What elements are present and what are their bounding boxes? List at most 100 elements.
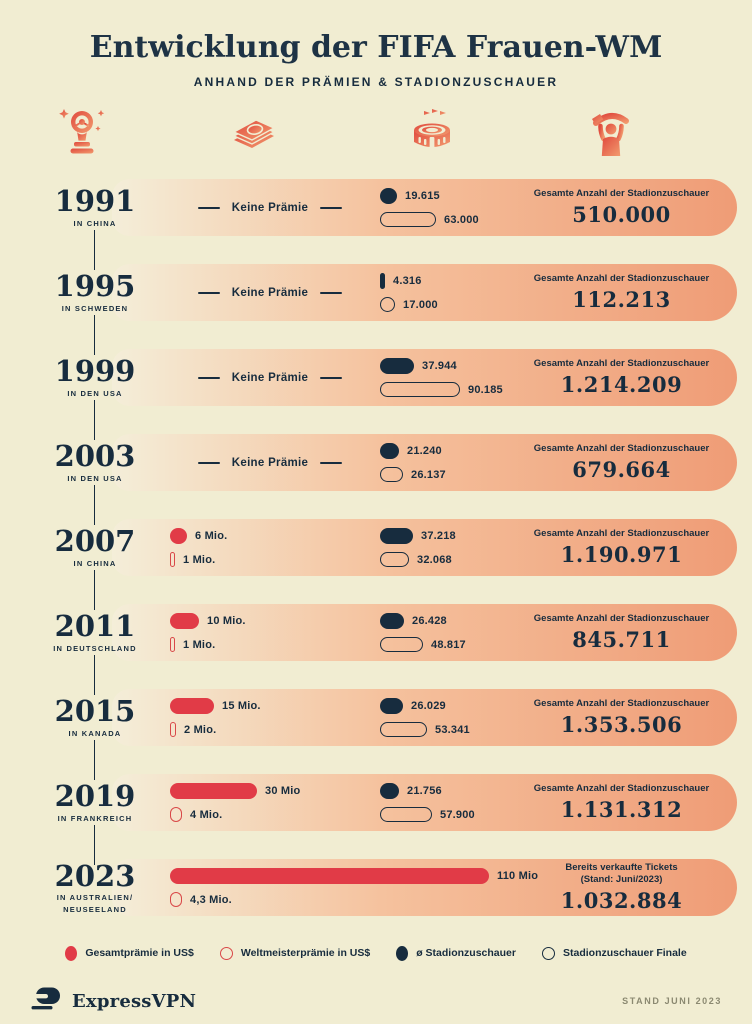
timeline-row-1991: 1991 IN CHINA Keine Prämie 19.615 63.000 Gesa… — [0, 179, 752, 270]
year-location: IN CHINA — [73, 558, 117, 568]
total-zone: Gesamte Anzahl der Stadionzuschauer 1.190… — [520, 519, 737, 576]
final-attendance-bar — [380, 552, 409, 567]
total-caption: Gesamte Anzahl der Stadionzuschauer — [533, 528, 710, 539]
dash-right — [320, 291, 343, 294]
legend-marker-red-filled — [65, 945, 78, 961]
no-prize: Keine Prämie — [170, 368, 370, 387]
timeline-row-2011: 2011 IN DEUTSCHLAND 10 Mio. 1 Mio. 26.428 48.… — [0, 604, 752, 695]
prize-total-bar — [170, 527, 187, 544]
year-location: NEUSEELAND — [63, 904, 127, 914]
avg-attendance-line: 4.316 — [380, 271, 520, 290]
year-location: IN DEN USA — [67, 473, 123, 483]
final-attendance-line: 57.900 — [380, 805, 520, 824]
prize-champion-line: 1 Mio. — [170, 635, 370, 654]
prize-champion-bar — [170, 722, 176, 737]
avg-attendance-value: 37.944 — [422, 359, 457, 372]
total-caption: Gesamte Anzahl der Stadionzuschauer — [533, 698, 710, 709]
prize-zone: Keine Prämie — [170, 264, 370, 321]
final-attendance-value: 53.341 — [435, 723, 470, 736]
legend-item-red-outline: Weltmeisterprämie in US$ — [219, 946, 370, 960]
prize-champion-line: 2 Mio. — [170, 720, 370, 739]
timeline-row-2003: 2003 IN DEN USA Keine Prämie 21.240 26.137 Ge… — [0, 434, 752, 525]
brand: ExpressVPN — [30, 986, 196, 1016]
no-prize: Keine Prämie — [170, 453, 370, 472]
total-caption: Gesamte Anzahl der Stadionzuschauer — [533, 783, 710, 794]
year-label: 2011 — [54, 609, 136, 644]
total-value: 1.214.209 — [560, 372, 683, 397]
avg-attendance-bar — [380, 612, 404, 629]
timeline-connector — [94, 570, 95, 610]
timeline-row-2007: 2007 IN CHINA 6 Mio. 1 Mio. 37.218 32.068 Gesa… — [0, 519, 752, 610]
total-value: 510.000 — [572, 202, 671, 227]
prize-total-value: 6 Mio. — [195, 529, 228, 542]
prize-total-line: 30 Mio — [170, 781, 370, 800]
legend-marker-red-outline — [219, 946, 233, 960]
category-icons-row — [0, 103, 752, 169]
timeline-connector — [94, 400, 95, 440]
final-attendance-bar — [380, 637, 423, 652]
avg-attendance-bar — [380, 357, 414, 374]
avg-attendance-value: 21.240 — [407, 444, 442, 457]
legend-label: Gesamtprämie in US$ — [85, 947, 194, 959]
row-band: 10 Mio. 1 Mio. 26.428 48.817 Gesamte Anzahl … — [112, 604, 737, 661]
year-label: 2007 — [54, 524, 136, 559]
prize-champion-value: 4 Mio. — [190, 808, 223, 821]
avg-attendance-line: 21.240 — [380, 441, 520, 460]
avg-attendance-bar — [380, 527, 413, 544]
final-attendance-line: 26.137 — [380, 465, 520, 484]
avg-attendance-bar — [380, 442, 399, 459]
final-attendance-line: 90.185 — [380, 380, 520, 399]
stadium-icon — [403, 103, 461, 165]
row-band: 30 Mio 4 Mio. 21.756 57.900 Gesamte Anzahl d… — [112, 774, 737, 831]
expressvpn-logo-icon — [30, 986, 63, 1016]
no-prize: Keine Prämie — [170, 283, 370, 302]
prize-total-value: 10 Mio. — [207, 614, 246, 627]
no-prize-label: Keine Prämie — [231, 456, 309, 469]
row-band: 15 Mio. 2 Mio. 26.029 53.341 Gesamte Anzahl … — [112, 689, 737, 746]
avg-attendance-value: 21.756 — [407, 784, 442, 797]
timeline-connector — [94, 825, 95, 865]
year-label: 1991 — [54, 184, 136, 219]
timeline-connector — [94, 315, 95, 355]
attendance-zone: 21.756 57.900 — [370, 774, 520, 831]
timeline-connector — [94, 655, 95, 695]
dash-left — [197, 376, 220, 379]
total-value: 1.131.312 — [560, 797, 683, 822]
avg-attendance-bar — [380, 187, 397, 204]
final-attendance-line: 63.000 — [380, 210, 520, 229]
prize-total-value: 15 Mio. — [222, 699, 261, 712]
total-caption: (Stand: Juni/2023) — [580, 874, 663, 885]
year-block: 1991 IN CHINA — [16, 179, 174, 236]
prize-total-bar — [170, 782, 257, 799]
attendance-zone: 37.944 90.185 — [370, 349, 520, 406]
prize-zone: 6 Mio. 1 Mio. — [170, 519, 370, 576]
final-attendance-line: 53.341 — [380, 720, 520, 739]
prize-champion-bar — [170, 637, 175, 652]
timeline-row-2015: 2015 IN KANADA 15 Mio. 2 Mio. 26.029 53.341 Ge… — [0, 689, 752, 780]
year-block: 1999 IN DEN USA — [16, 349, 174, 406]
total-caption: Gesamte Anzahl der Stadionzuschauer — [533, 188, 710, 199]
year-location: IN DEUTSCHLAND — [53, 643, 137, 653]
year-block: 2007 IN CHINA — [16, 519, 174, 576]
year-block: 1995 IN SCHWEDEN — [16, 264, 174, 321]
timeline-rows: 1991 IN CHINA Keine Prämie 19.615 63.000 Gesa… — [0, 179, 752, 916]
dash-left — [197, 461, 220, 464]
year-block: 2019 IN FRANKREICH — [16, 774, 174, 831]
timeline-row-2019: 2019 IN FRANKREICH 30 Mio 4 Mio. 21.756 57.90… — [0, 774, 752, 865]
total-zone: Gesamte Anzahl der Stadionzuschauer 510.0… — [520, 179, 737, 236]
final-attendance-bar — [380, 807, 432, 822]
attendance-zone: 19.615 63.000 — [370, 179, 520, 236]
avg-attendance-bar — [380, 782, 399, 799]
legend-label: Stadionzuschauer Finale — [562, 947, 687, 959]
prize-champion-line: 4 Mio. — [170, 805, 370, 824]
total-zone: Gesamte Anzahl der Stadionzuschauer 1.131… — [520, 774, 737, 831]
prize-zone: 30 Mio 4 Mio. — [170, 774, 370, 831]
prize-champion-value: 4,3 Mio. — [190, 893, 232, 906]
row-band: 110 Mio 4,3 Mio. Bereits verkaufte Tickets… — [112, 859, 737, 916]
prize-zone: Keine Prämie — [170, 349, 370, 406]
final-attendance-value: 26.137 — [411, 468, 446, 481]
prize-total-bar — [170, 697, 214, 714]
stand-date: STAND JUNI 2023 — [622, 996, 722, 1006]
dash-right — [320, 461, 343, 464]
